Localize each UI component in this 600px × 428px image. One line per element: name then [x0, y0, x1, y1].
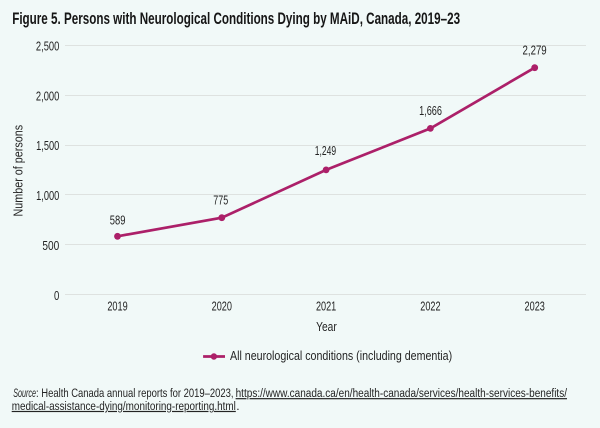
svg-text:2020: 2020 [212, 300, 232, 314]
svg-text:All neurological conditions (i: All neurological conditions (including d… [230, 348, 452, 363]
svg-text:1,500: 1,500 [36, 140, 59, 154]
svg-text:Year: Year [316, 320, 337, 334]
svg-text:1,249: 1,249 [315, 145, 336, 159]
svg-text:775: 775 [213, 194, 228, 208]
svg-text:2021: 2021 [316, 300, 336, 314]
svg-text:Source: Source [13, 387, 36, 400]
svg-text:2022: 2022 [420, 300, 440, 314]
svg-text:2019: 2019 [107, 300, 127, 314]
svg-text:Number of persons: Number of persons [11, 125, 26, 217]
svg-text:2,500: 2,500 [36, 40, 59, 54]
svg-text:2023: 2023 [525, 300, 545, 314]
svg-text:500: 500 [42, 239, 59, 254]
svg-text:1,000: 1,000 [36, 190, 59, 204]
svg-text:https://www.canada.ca/en/healt: https://www.canada.ca/en/health-canada/s… [236, 387, 568, 400]
svg-text:Figure 5. Persons with Neurolo: Figure 5. Persons with Neurological Cond… [12, 10, 460, 28]
svg-text:589: 589 [110, 214, 126, 228]
svg-text:medical-assistance-dying/monit: medical-assistance-dying/monitoring-repo… [12, 400, 236, 413]
svg-text:.: . [236, 399, 239, 413]
svg-text:2,279: 2,279 [523, 44, 547, 58]
svg-text:1,666: 1,666 [419, 104, 442, 118]
svg-text:0: 0 [54, 290, 59, 304]
svg-text:2,000: 2,000 [36, 90, 59, 104]
svg-text:: Health Canada annual reports: : Health Canada annual reports for 2019–… [36, 387, 234, 400]
